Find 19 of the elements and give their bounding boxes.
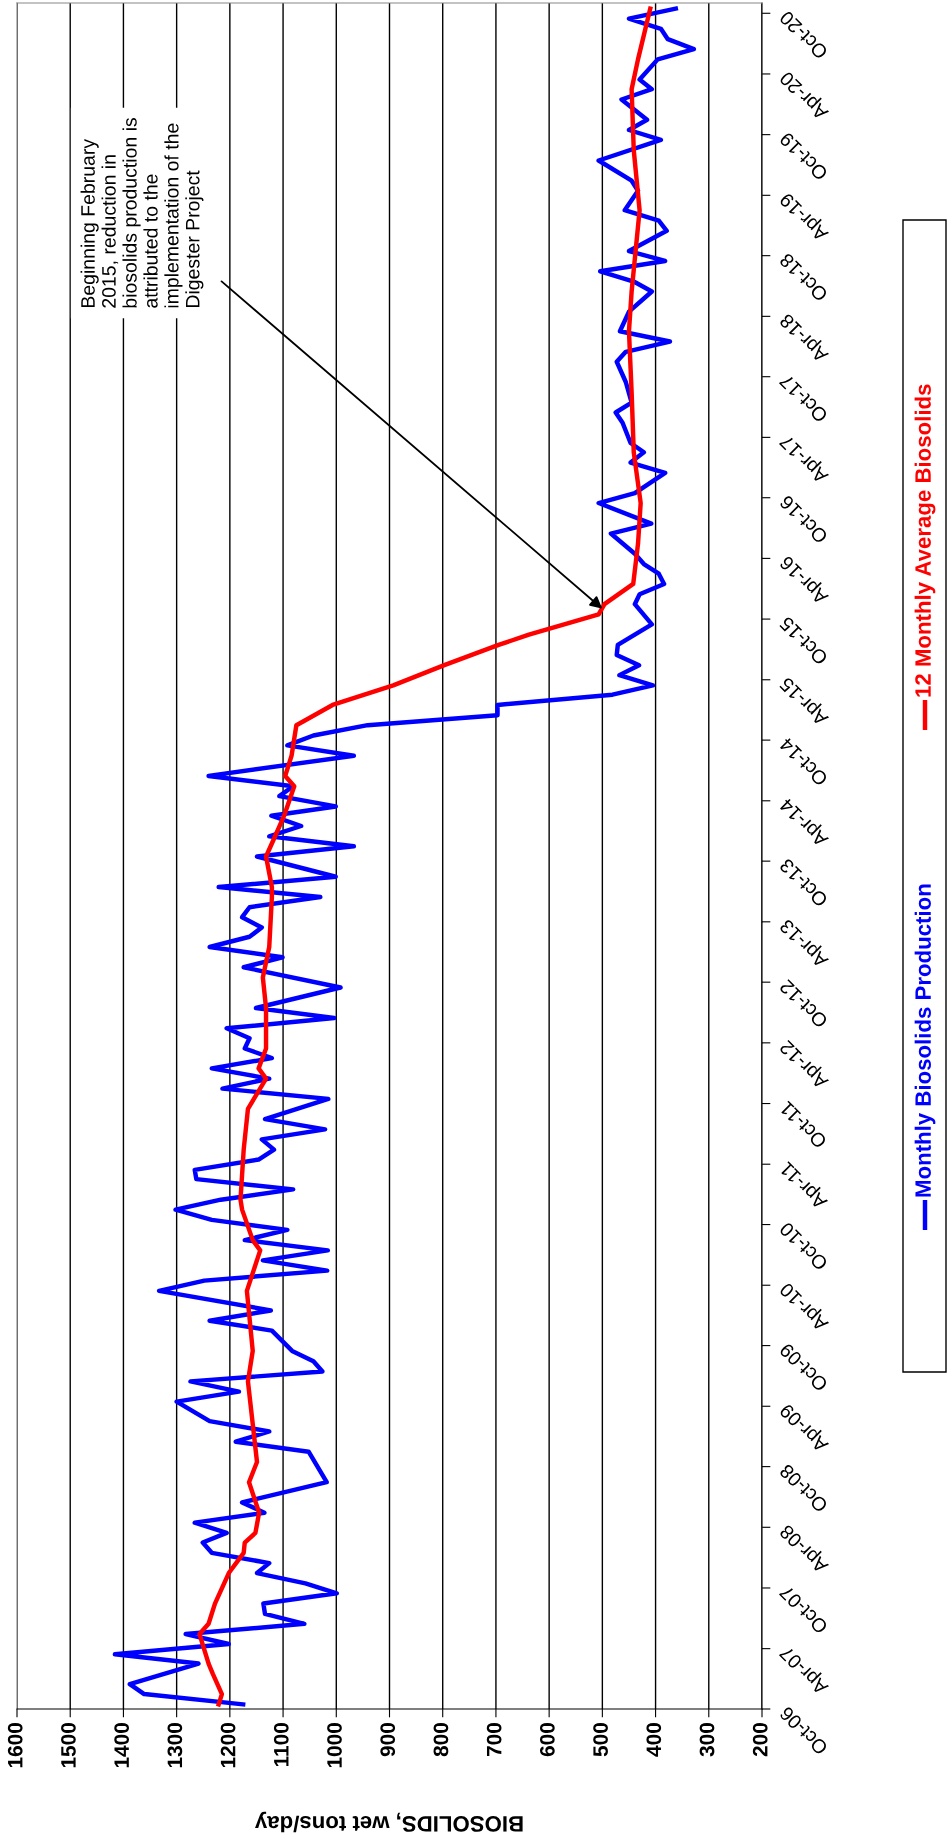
x-tick-label: 300	[699, 1723, 715, 1757]
x-tick-label: 1100	[273, 1723, 289, 1767]
x-tick-label: 200	[752, 1723, 768, 1757]
x-tick-label: 500	[593, 1723, 608, 1757]
x-tick-label: 600	[539, 1723, 555, 1757]
x-tick-label: 400	[646, 1723, 662, 1757]
x-tick-label: 1400	[114, 1723, 130, 1768]
x-tick-label: 1200	[220, 1723, 236, 1768]
x-tick-label: 800	[433, 1723, 449, 1757]
text: 12 Monthly Average Biosolids	[914, 384, 936, 697]
x-tick-label: 1600	[7, 1723, 23, 1768]
x-tick-label: 700	[486, 1723, 502, 1757]
x-tick-label: 1000	[327, 1723, 342, 1768]
x-tick-label: 1300	[167, 1723, 183, 1768]
x-tick-label: 900	[380, 1723, 396, 1757]
x-tick-label: 1500	[61, 1723, 76, 1768]
annotation: Beginning February 2015, reduction in biosolids production is attributed to the implementation of the Digester Project	[80, 118, 204, 308]
text: Monthly Biosolids Production	[914, 884, 936, 1197]
x-axis-title: BIOSOLIDS, wet tons/day	[255, 1811, 523, 1833]
